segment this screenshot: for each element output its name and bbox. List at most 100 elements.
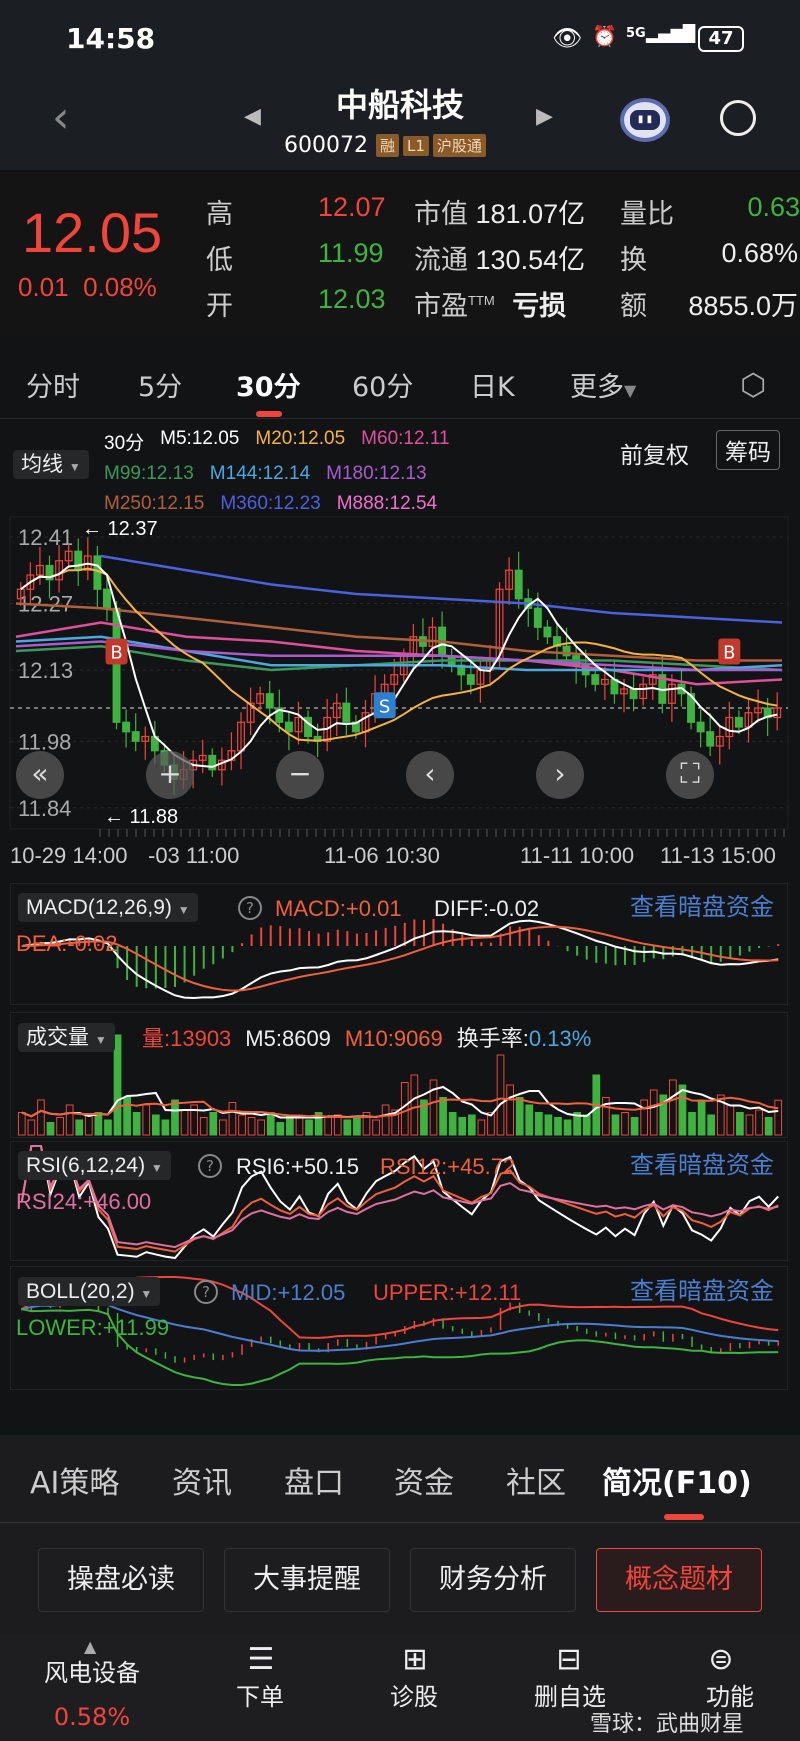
prev-stock-button[interactable]: ◀ [244, 104, 261, 129]
functions-button[interactable]: 功能 [706, 1683, 754, 1711]
dark-pool-link[interactable]: 查看暗盘资金 [630, 1277, 774, 1305]
boll-mid-line [21, 1302, 779, 1352]
price-tick-label: 11.98 [18, 729, 71, 754]
battery-icon: 47 [698, 26, 744, 52]
low-marker: ← 11.88 [104, 806, 178, 828]
tab-daily[interactable]: 日K [470, 372, 515, 403]
candle [246, 702, 255, 723]
turnover-rate: 换手率:0.13% [457, 1026, 592, 1052]
volume-bar [688, 1112, 696, 1136]
volume-label: 成交量 [26, 1026, 89, 1049]
rsi24-value: RSI24:+46.00 [16, 1189, 152, 1214]
volume-bar [755, 1109, 763, 1136]
help-icon[interactable]: ? [194, 1280, 218, 1304]
candle [687, 693, 695, 723]
volume-selector[interactable]: 成交量 ▼ [18, 1023, 115, 1053]
tab-f10[interactable]: 简况(F10) [602, 1466, 752, 1501]
scroll-left-button[interactable]: ‹ [406, 751, 454, 799]
volume-bar [726, 1104, 735, 1136]
tab-5min[interactable]: 5分 [138, 372, 183, 403]
change-pct: 0.08% [83, 272, 157, 302]
selector-label: 均线 [21, 453, 63, 476]
tab-news[interactable]: 资讯 [172, 1466, 232, 1501]
volume-bar [190, 1104, 198, 1136]
trade-marker-label: B [723, 643, 735, 664]
collapse-button[interactable]: « [16, 751, 64, 799]
ma-legend-item: M360:12.23 [220, 493, 321, 514]
candle [198, 754, 207, 761]
boll-selector[interactable]: BOLL(20,2) ▼ [18, 1277, 161, 1307]
concepts-button[interactable]: 概念题材 [596, 1548, 762, 1612]
low-value: 11.99 [318, 238, 384, 268]
volume-bar [467, 1114, 476, 1136]
candle [639, 683, 648, 700]
zoom-out-button[interactable]: − [276, 751, 324, 799]
chevron-down-icon: ▼ [150, 1161, 163, 1175]
tab-ai-strategy[interactable]: AI策略 [30, 1466, 120, 1501]
rsi-selector[interactable]: RSI(6,12,24) ▼ [18, 1151, 171, 1181]
events-button[interactable]: 大事提醒 [224, 1548, 390, 1612]
help-icon[interactable]: ? [198, 1154, 222, 1178]
boll-label: BOLL(20,2) [26, 1280, 135, 1303]
fullscreen-button[interactable]: ⛶ [666, 751, 714, 799]
mktcap-label: 市值 [414, 199, 468, 229]
volume-bar [429, 1079, 438, 1136]
macd-selector[interactable]: MACD(12,26,9) ▼ [18, 893, 198, 923]
volume-bar [104, 1119, 112, 1136]
financials-button[interactable]: 财务分析 [410, 1548, 576, 1612]
order-icon[interactable]: ☰ [247, 1642, 275, 1677]
tab-60min[interactable]: 60分 [352, 372, 414, 403]
candle [543, 626, 552, 638]
ma-line-m20 [20, 567, 778, 742]
high-marker: ← 12.37 [82, 518, 158, 540]
functions-icon[interactable]: ⊜ [708, 1642, 734, 1677]
chevron-down-icon: ▼ [94, 1033, 107, 1047]
turnover-label: 换 [620, 245, 647, 275]
dark-pool-link[interactable]: 查看暗盘资金 [630, 1151, 774, 1179]
order-button[interactable]: 下单 [236, 1683, 284, 1711]
tab-community[interactable]: 社区 [506, 1466, 566, 1501]
tab-funds[interactable]: 资金 [394, 1466, 454, 1501]
zoom-in-button[interactable]: + [146, 751, 194, 799]
amount-value: 8855.0万 [688, 291, 798, 321]
volume-bar [46, 1122, 55, 1136]
volume-bar [391, 1109, 400, 1136]
diagnose-icon[interactable]: ⊞ [402, 1642, 428, 1677]
triangle-up-icon: ▲ [84, 1637, 97, 1656]
ai-robot-icon[interactable]: ▮ ▮ [620, 98, 670, 142]
volume-bar [362, 1112, 371, 1136]
settings-icon[interactable]: ⬡ [740, 368, 767, 403]
search-icon[interactable] [720, 100, 756, 136]
macd-chart [21, 918, 780, 1000]
scroll-right-button[interactable]: › [536, 751, 584, 799]
chips-button[interactable]: 筹码 [716, 430, 780, 470]
diagnose-button[interactable]: 诊股 [390, 1683, 438, 1711]
next-stock-button[interactable]: ▶ [536, 104, 553, 129]
sector-name[interactable]: 风电设备 [44, 1659, 140, 1687]
trade-marker-label: S [379, 696, 390, 717]
tab-fenshi[interactable]: 分时 [26, 372, 80, 403]
network-label: 5G [626, 26, 646, 41]
adjust-mode-button[interactable]: 前复权 [620, 443, 689, 469]
volume-bar [640, 1099, 649, 1136]
indicator-selector[interactable]: 均线 ▼ [13, 450, 89, 480]
candle [265, 693, 274, 709]
rsi6-value: RSI6:+50.15 [236, 1154, 359, 1179]
candle [754, 707, 763, 714]
remove-watchlist-icon[interactable]: ⊟ [556, 1642, 582, 1677]
ma-line-m180 [15, 640, 782, 672]
remove-watchlist-button[interactable]: 删自选 [534, 1683, 606, 1711]
help-icon[interactable]: ? [238, 896, 262, 920]
back-button[interactable]: ‹ [52, 92, 70, 143]
volume-bar [649, 1089, 658, 1136]
candle [304, 716, 312, 738]
dark-pool-link[interactable]: 查看暗盘资金 [630, 893, 774, 921]
tab-more[interactable]: 更多▼ [570, 365, 636, 404]
candle [514, 569, 523, 600]
tab-orderbook[interactable]: 盘口 [284, 1466, 344, 1501]
period-label: 30分 [104, 433, 145, 454]
candle [620, 688, 628, 695]
tab-30min[interactable]: 30分 [236, 372, 301, 403]
must-read-button[interactable]: 操盘必读 [38, 1548, 204, 1612]
